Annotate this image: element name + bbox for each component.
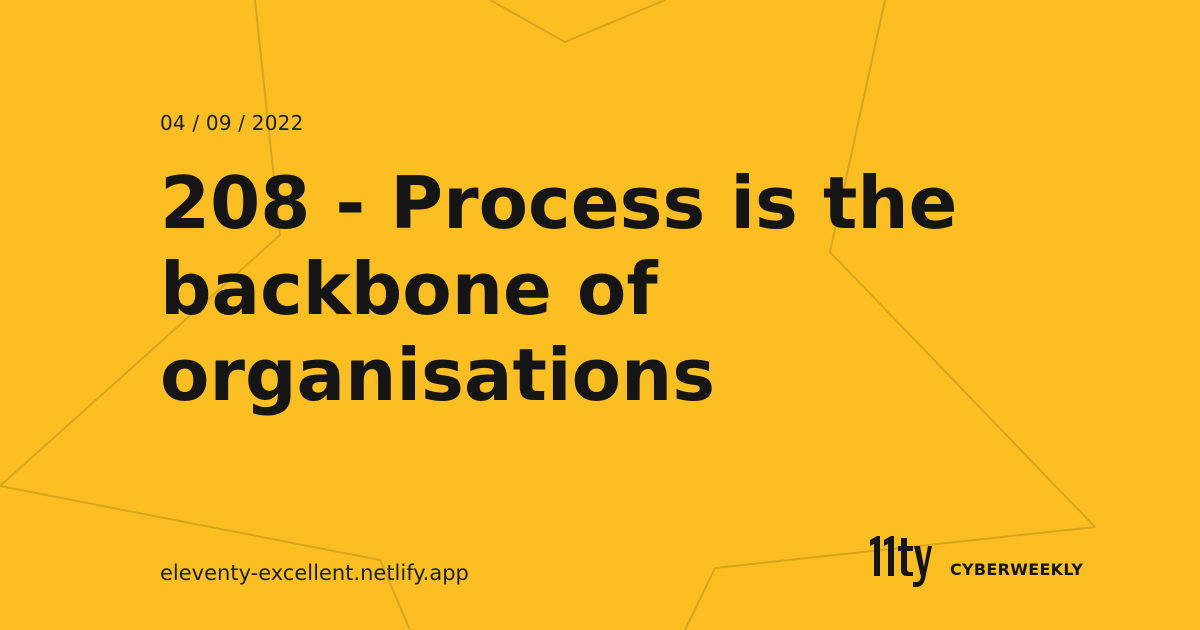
brand-name: CYBERWEEKLY <box>950 559 1084 579</box>
publish-date: 04 / 09 / 2022 <box>160 111 304 135</box>
article-title: 208 - Process is the backbone of organis… <box>160 161 958 417</box>
site-url: eleventy-excellent.netlify.app <box>160 561 469 585</box>
eleventy-logo-icon: 11ty <box>870 536 932 587</box>
brand-lockup: 11ty CYBERWEEKLY <box>868 536 1083 588</box>
